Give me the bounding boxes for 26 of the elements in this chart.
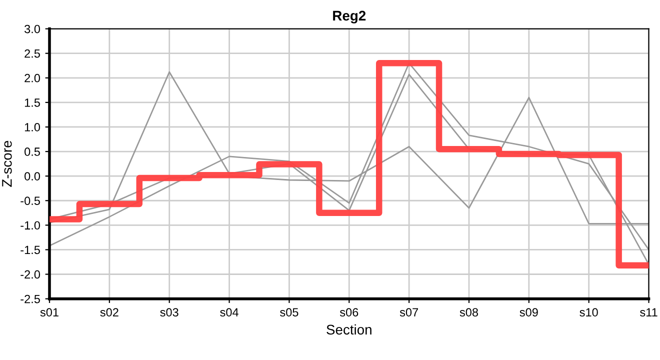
- x-tick-label: s05: [280, 308, 298, 316]
- x-tick-label: s10: [580, 308, 598, 316]
- x-tick-label: s06: [340, 308, 358, 316]
- y-tick-label: 3.0: [24, 24, 40, 34]
- x-tick-label: s02: [100, 308, 118, 316]
- y-tick-label: -1.5: [20, 246, 40, 254]
- y-tick-label: 0.5: [24, 148, 40, 156]
- y-tick-label: -1.0: [20, 221, 40, 230]
- y-tick-label: 2.5: [24, 49, 40, 58]
- y-tick-label: -2.0: [20, 270, 40, 279]
- x-tick-label: s03: [160, 308, 178, 316]
- y-tick-label: 1.5: [24, 98, 40, 107]
- y-tick-label: -2.5: [20, 294, 40, 304]
- y-tick-label: -0.5: [20, 196, 40, 206]
- y-tick-label: 0.0: [24, 172, 40, 180]
- x-tick-label: s04: [220, 308, 238, 316]
- x-tick-label: s01: [40, 308, 58, 316]
- y-tick-label: 2.0: [24, 74, 40, 82]
- x-tick-label: s07: [400, 308, 418, 316]
- x-tick-label: s09: [520, 308, 538, 316]
- x-axis-title: Section: [326, 324, 372, 335]
- chart-title: Reg2: [333, 10, 366, 24]
- x-tick-label: s08: [460, 308, 478, 316]
- y-tick-label: 1.0: [24, 123, 40, 132]
- y-axis-title: Z-score: [2, 140, 12, 187]
- x-tick-label: s11: [640, 308, 658, 316]
